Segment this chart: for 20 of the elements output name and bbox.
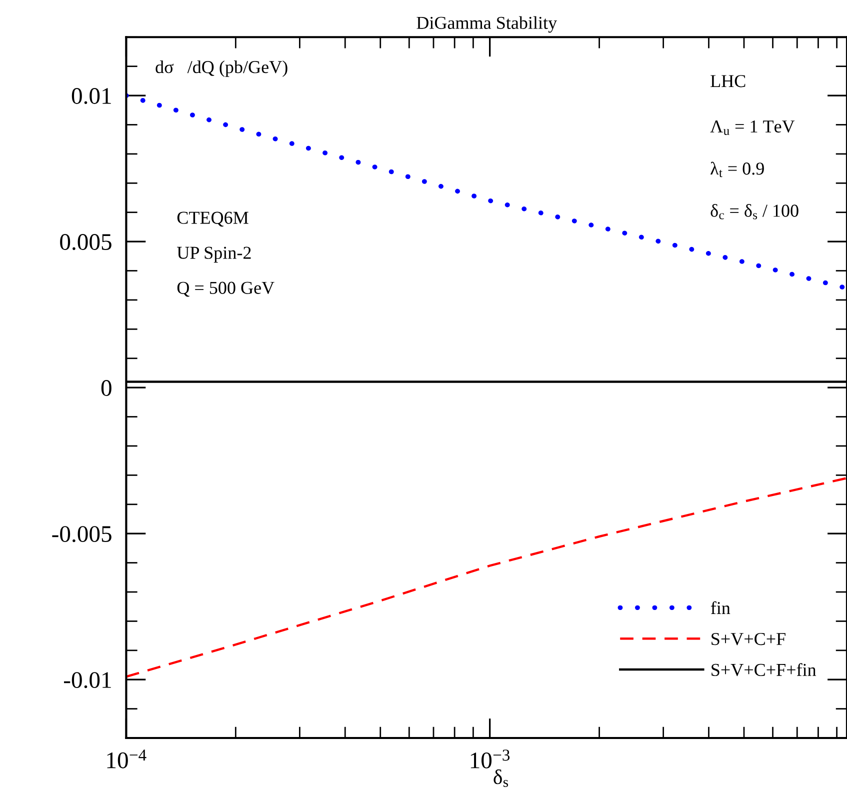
x-axis-title: δ$_{s}$ — [494, 769, 508, 787]
annotation: CTEQ6M — [177, 212, 248, 227]
y-tick-label: -0.005 — [52, 526, 112, 542]
y-tick-label: 0.01 — [72, 88, 111, 104]
annotation: LHC — [710, 75, 746, 88]
legend-label: S+V+C+F — [712, 632, 786, 646]
annotation: δ$_{c}$ = δ$_{s}$ / 100 — [710, 204, 798, 220]
y-tick-label: -0.01 — [64, 672, 111, 688]
x-tick-label: 10$^{−4}$ — [107, 750, 146, 768]
chart-title: DiGamma Stability — [416, 16, 557, 33]
y-tick-label: 0 — [101, 380, 112, 396]
y-axis-title: dσ /dQ (pb/GeV) — [156, 60, 288, 77]
annotation: λ$_{t}$ = 0.9 — [710, 162, 764, 178]
annotation: Λ$_{u}$ = 1 TeV — [710, 120, 795, 136]
annotation: UP Spin-2 — [177, 246, 251, 263]
annotation: Q = 500 GeV — [177, 282, 274, 297]
legend-label: fin — [710, 601, 730, 614]
legend-label: S+V+C+F+fin — [712, 663, 816, 676]
y-tick-label: 0.005 — [60, 234, 112, 250]
x-tick-label: 10$^{−3}$ — [470, 750, 510, 768]
